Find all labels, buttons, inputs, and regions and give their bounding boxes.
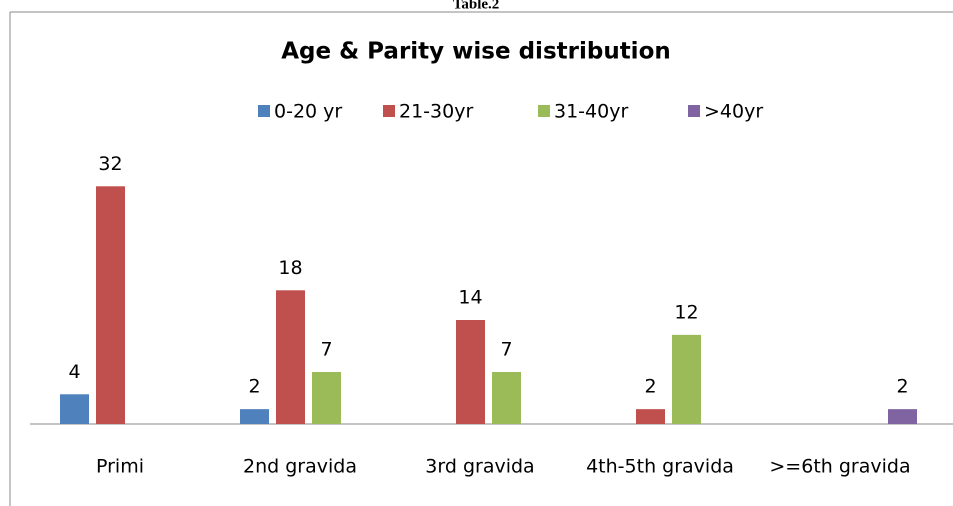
bar <box>456 320 485 424</box>
caption: Table.2 <box>453 0 500 12</box>
x-tick-label: Primi <box>96 456 144 478</box>
bar <box>888 409 917 424</box>
value-label: 7 <box>320 339 332 361</box>
value-label: 18 <box>278 257 302 279</box>
legend-swatch <box>538 105 550 117</box>
value-label: 2 <box>644 376 656 398</box>
legend-label: 31-40yr <box>554 101 628 123</box>
legend-swatch <box>258 105 270 117</box>
legend-swatch <box>688 105 700 117</box>
x-tick-label: >=6th gravida <box>769 456 910 478</box>
bar <box>96 186 125 424</box>
legend-swatch <box>383 105 395 117</box>
chart-title: Age & Parity wise distribution <box>281 39 671 65</box>
value-label: 32 <box>98 153 122 175</box>
legend-label: >40yr <box>704 101 763 123</box>
bar <box>276 290 305 424</box>
bar <box>240 409 269 424</box>
bar <box>492 372 521 424</box>
legend-label: 21-30yr <box>399 101 473 123</box>
value-label: 7 <box>500 339 512 361</box>
value-label: 12 <box>674 301 698 323</box>
x-tick-label: 2nd gravida <box>243 456 357 478</box>
value-label: 2 <box>248 376 260 398</box>
value-label: 2 <box>896 376 908 398</box>
bar <box>636 409 665 424</box>
bar <box>60 394 89 424</box>
bar <box>312 372 341 424</box>
x-tick-label: 3rd gravida <box>425 456 534 478</box>
value-label: 14 <box>458 287 482 309</box>
legend-label: 0-20 yr <box>274 101 342 123</box>
bar <box>672 334 701 424</box>
x-tick-label: 4th-5th gravida <box>586 456 734 478</box>
value-label: 4 <box>68 361 80 383</box>
